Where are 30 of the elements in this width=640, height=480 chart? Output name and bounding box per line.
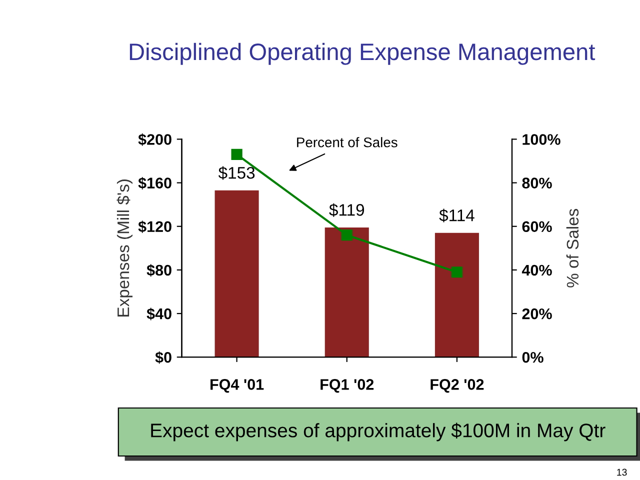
y-axis-title: Expenses (Mill $'s) — [116, 180, 132, 316]
y2-tick-label: 20% — [522, 308, 552, 320]
data-label: $153 — [218, 166, 255, 180]
y-tick-label: $0 — [155, 351, 172, 364]
y2-tick-label: 0% — [522, 352, 544, 363]
y2-tick-label: 40% — [522, 264, 552, 276]
point — [231, 148, 242, 160]
bar — [214, 190, 259, 358]
data-label: $119 — [329, 203, 364, 217]
point — [341, 230, 352, 241]
text: Percent of Sales — [297, 137, 398, 148]
y-tick-label: $40 — [146, 308, 172, 320]
y-tick-label: $120 — [138, 220, 172, 234]
x-tick-label: FQ4 '01 — [210, 379, 264, 393]
data-label: $114 — [439, 208, 474, 222]
x-tick-label: FQ1 '02 — [320, 379, 374, 393]
bar — [434, 232, 479, 358]
x-tick-label: FQ2 '02 — [430, 379, 484, 393]
text: 13 — [617, 468, 627, 476]
point — [451, 266, 463, 278]
y-tick-label: $160 — [138, 176, 172, 190]
chart-title: Disciplined Operating Expense Management — [130, 42, 596, 65]
y2-tick-label: 100% — [522, 134, 560, 145]
y-tick-label: $200 — [138, 133, 172, 146]
y2-axis-title: % of Sales — [566, 208, 579, 288]
y2-tick-label: 80% — [522, 178, 552, 188]
text: Expect expenses of approximately $100M in May Qtr — [151, 422, 606, 442]
y-tick-label: $80 — [146, 264, 172, 277]
y2-tick-label: 60% — [522, 221, 552, 232]
bar — [324, 227, 369, 358]
